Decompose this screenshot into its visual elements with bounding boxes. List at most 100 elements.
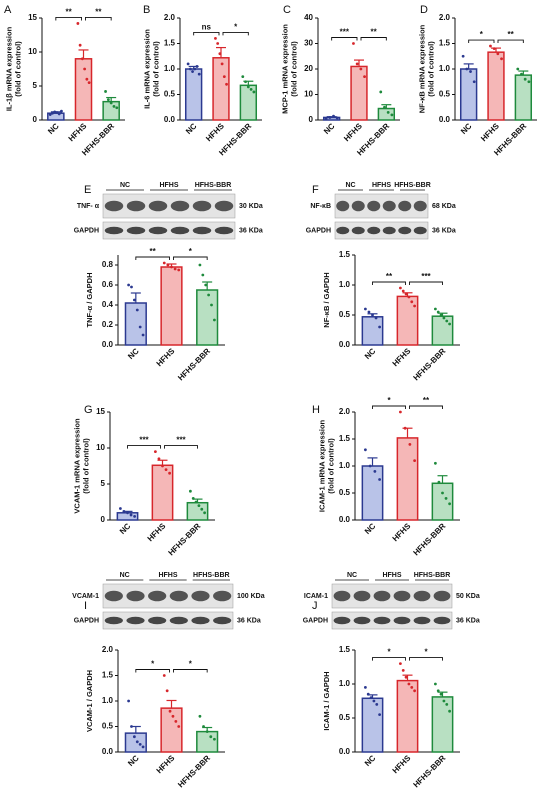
blot-band	[126, 200, 146, 212]
data-point	[57, 112, 61, 116]
data-point	[165, 689, 169, 693]
blot-group-label: HFHS-BBR	[193, 572, 230, 579]
x-tick-label: HFHS	[67, 121, 89, 143]
blot-band	[367, 226, 381, 235]
y-tick-label: 20	[304, 64, 313, 73]
data-point	[492, 47, 496, 50]
bar	[196, 730, 219, 753]
significance-label: **	[423, 396, 430, 405]
data-point	[378, 325, 382, 329]
y-tick-label: 0.8	[102, 260, 114, 269]
blot-row-label: TNF- α	[77, 203, 100, 210]
data-point	[76, 22, 80, 25]
significance-bracket	[193, 31, 220, 36]
blot-image	[334, 193, 429, 219]
significance-bracket	[222, 31, 249, 36]
blot-band	[333, 616, 351, 625]
data-point	[375, 703, 379, 706]
blot-band	[382, 200, 396, 212]
data-point	[222, 75, 226, 79]
blot-row-label: VCAM-1	[72, 593, 99, 600]
blot-size-label: 36 KDa	[239, 227, 263, 234]
data-point	[442, 699, 446, 703]
blot-image	[102, 611, 234, 630]
data-point	[439, 692, 443, 696]
y-axis-title: VCAM-1 mRNA expression	[72, 418, 81, 514]
data-point	[106, 98, 110, 101]
blot-band	[413, 590, 431, 602]
data-point	[130, 285, 133, 289]
x-tick-label: HFHS-BBR	[166, 521, 202, 557]
data-point	[188, 489, 192, 493]
significance-bracket	[173, 669, 208, 673]
blot-group-label: HFHS	[159, 182, 178, 189]
data-point	[407, 682, 411, 686]
x-tick-label: HFHS-BBR	[176, 346, 212, 382]
significance-label: **	[371, 28, 378, 37]
bar	[431, 315, 454, 346]
blot-band	[126, 616, 145, 625]
data-point	[335, 116, 339, 120]
y-axis-title: (fold of control)	[326, 438, 335, 494]
bar	[160, 707, 183, 753]
blot-band	[191, 590, 210, 602]
y-tick-label: 1.5	[339, 250, 351, 259]
y-tick-label: 0.5	[339, 310, 351, 319]
blot-group-label: HFHS	[372, 182, 391, 189]
y-tick-label: 0.0	[339, 340, 351, 349]
x-tick-label: NC	[363, 346, 378, 361]
significance-bracket	[372, 281, 406, 285]
data-point	[410, 300, 414, 304]
y-tick-label: 0.2	[102, 320, 114, 329]
data-point	[407, 295, 411, 299]
blot-row-label: NF-κB	[310, 203, 331, 210]
y-axis-title: VCAM-1 / GAPDH	[85, 670, 94, 732]
y-tick-label: 1.0	[339, 461, 351, 470]
data-point	[115, 106, 119, 110]
y-tick-label: 1.0	[339, 280, 351, 289]
blot-group-label: HFHS-BBR	[414, 572, 451, 579]
y-tick-label: 0.5	[439, 90, 451, 99]
data-point	[198, 263, 202, 267]
data-point	[437, 480, 441, 484]
blot-band	[214, 226, 234, 235]
data-point	[193, 67, 197, 71]
data-point	[83, 67, 87, 71]
blot-band	[192, 200, 212, 212]
y-tick-label: 0	[33, 115, 38, 124]
data-point	[404, 675, 408, 679]
data-point	[126, 511, 129, 515]
data-point	[164, 468, 168, 471]
significance-bracket	[164, 445, 198, 449]
x-tick-label: HFHS	[204, 121, 226, 143]
data-point	[166, 263, 170, 267]
blot-band	[336, 200, 350, 212]
data-point	[55, 111, 59, 114]
y-tick-label: 2.0	[164, 13, 176, 22]
significance-label: **	[508, 30, 515, 39]
blot-band	[413, 226, 427, 235]
x-tick-label: NC	[184, 121, 199, 136]
blot-band	[351, 200, 365, 212]
data-point	[401, 669, 405, 672]
blot-band	[148, 200, 168, 212]
blot-row-label: ICAM-1	[304, 593, 328, 600]
blot-band	[373, 590, 391, 602]
blot-band	[214, 200, 234, 212]
data-point	[496, 52, 500, 56]
blot-band	[170, 226, 190, 235]
data-point	[162, 261, 166, 265]
bar	[361, 465, 384, 521]
blot-band	[413, 200, 427, 212]
x-tick-label: HFHS	[342, 121, 364, 143]
significance-label: *	[189, 660, 193, 669]
data-point	[48, 113, 52, 116]
blot-band	[192, 226, 212, 235]
data-point	[527, 80, 531, 84]
y-tick-label: 10	[304, 90, 313, 99]
data-point	[122, 509, 126, 513]
blot-image	[331, 611, 453, 630]
data-point	[112, 105, 116, 108]
data-point	[200, 507, 204, 511]
